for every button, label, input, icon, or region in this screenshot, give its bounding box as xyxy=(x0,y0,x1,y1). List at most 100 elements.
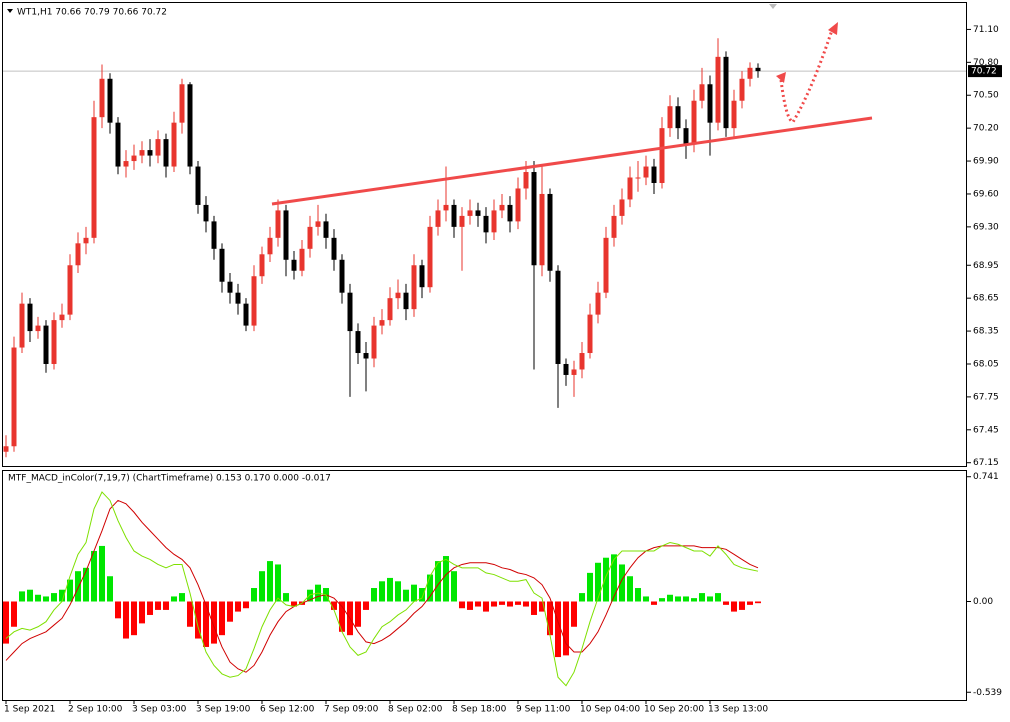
candle-body xyxy=(667,106,673,129)
candle-body xyxy=(275,210,281,238)
histogram-bar xyxy=(27,589,33,602)
x-tick-label: 3 Sep 19:00 xyxy=(196,705,251,715)
y-tick-label: 67.45 xyxy=(973,425,999,435)
x-tick-label: 1 Sep 2021 xyxy=(4,705,55,715)
histogram-bar xyxy=(219,601,225,636)
histogram-bar xyxy=(163,601,169,610)
histogram-bar xyxy=(187,601,193,627)
histogram-bar xyxy=(139,601,145,624)
candle-body xyxy=(163,139,169,167)
price-panel-frame xyxy=(2,2,967,467)
candle-body xyxy=(419,265,425,288)
x-tick-label: 6 Sep 12:00 xyxy=(260,705,315,715)
histogram-bar xyxy=(339,601,345,632)
candle-body xyxy=(531,172,537,266)
histogram-bar xyxy=(251,588,257,602)
candle-body xyxy=(283,210,289,260)
candle-body xyxy=(403,292,409,310)
histogram-bar xyxy=(419,588,425,602)
candle-body xyxy=(627,177,633,200)
histogram-bar xyxy=(147,601,153,615)
histogram-bar xyxy=(619,564,625,602)
candle-body xyxy=(107,78,113,123)
histogram-bar xyxy=(211,601,217,644)
histogram-bar xyxy=(515,601,521,605)
histogram-bar xyxy=(523,601,529,607)
candle-body xyxy=(443,204,449,211)
candle-body xyxy=(427,226,433,288)
candle-body xyxy=(347,292,353,332)
y-tick-label: 69.90 xyxy=(973,157,999,167)
candle-body xyxy=(595,292,601,315)
candle-body xyxy=(43,325,49,364)
candle-body xyxy=(363,353,369,359)
candle-body xyxy=(563,363,569,375)
candle-body xyxy=(123,161,129,167)
histogram-bar xyxy=(43,596,49,602)
candle-body xyxy=(467,210,473,216)
candle-body xyxy=(99,78,105,118)
histogram-bar xyxy=(499,601,505,605)
candle-body xyxy=(179,84,185,123)
candle-body xyxy=(195,166,201,205)
histogram-bar xyxy=(707,596,713,602)
histogram-bar xyxy=(739,601,745,610)
histogram-bar xyxy=(443,556,449,602)
histogram-bar xyxy=(19,591,25,602)
histogram-bar xyxy=(395,581,401,602)
histogram-bar xyxy=(691,598,697,602)
histogram-bar xyxy=(195,601,201,639)
histogram-bar xyxy=(435,561,441,602)
candle-body xyxy=(555,270,561,364)
histogram-bar xyxy=(475,601,481,607)
histogram-bar xyxy=(483,601,489,612)
histogram-bar xyxy=(123,601,129,639)
candle-body xyxy=(299,248,305,271)
histogram-bar xyxy=(35,594,41,602)
candle-body xyxy=(267,237,273,255)
y-tick-label: 0.741 xyxy=(973,472,999,482)
x-tick-label: 3 Sep 03:00 xyxy=(132,705,187,715)
histogram-bar xyxy=(379,581,385,602)
candle-body xyxy=(51,320,57,364)
histogram-bar xyxy=(715,593,721,602)
histogram-bar xyxy=(99,545,105,602)
candle-body xyxy=(515,188,521,222)
histogram-bar xyxy=(131,601,137,636)
candle-body xyxy=(571,369,577,375)
histogram-bar xyxy=(179,593,185,602)
candle-body xyxy=(699,84,705,101)
histogram-bar xyxy=(651,601,657,605)
candle-body xyxy=(155,139,161,156)
histogram-bar xyxy=(603,557,609,602)
candle-body xyxy=(707,84,713,123)
candle-body xyxy=(3,446,9,452)
candle-body xyxy=(235,292,241,304)
candle-body xyxy=(651,166,657,183)
candle-body xyxy=(587,314,593,354)
menu-triangle[interactable] xyxy=(7,9,13,13)
histogram-bar xyxy=(427,574,433,602)
candle-body xyxy=(187,84,193,167)
histogram-bar xyxy=(683,596,689,602)
shift-marker xyxy=(769,4,777,9)
histogram-bar xyxy=(331,601,337,610)
candle-body xyxy=(355,331,361,354)
candle-body xyxy=(475,210,481,216)
candle-body xyxy=(483,215,489,233)
histogram-bar xyxy=(83,567,89,602)
histogram-bar xyxy=(451,571,457,602)
histogram-bar xyxy=(11,601,17,627)
histogram-bar xyxy=(155,601,161,610)
candle-body xyxy=(635,177,641,179)
x-tick-label: 13 Sep 13:00 xyxy=(708,705,768,715)
candle-body xyxy=(731,100,737,129)
candle-body xyxy=(523,172,529,189)
candle-body xyxy=(331,237,337,260)
candle-body xyxy=(315,221,321,227)
histogram-bar xyxy=(595,562,601,602)
plot-layer: 71.10 70.80 70.50 70.20 69.90 69.60 69.30 68.95… xyxy=(3,25,1002,715)
histogram-bar xyxy=(539,601,545,612)
